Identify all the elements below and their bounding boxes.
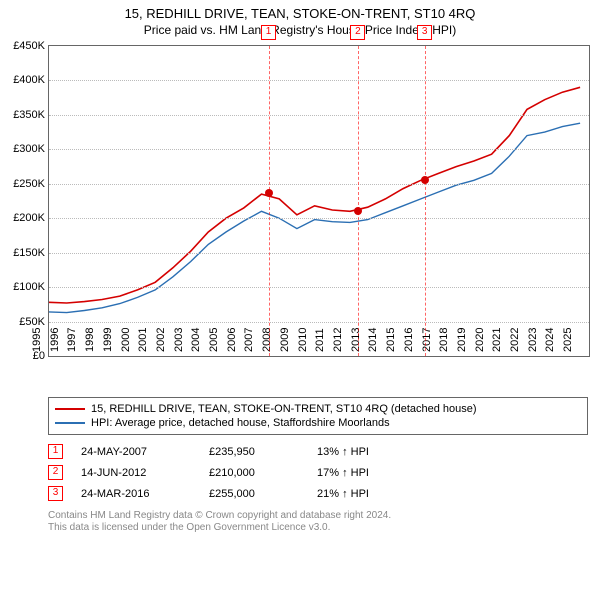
sale-event-vs-hpi: 13% ↑ HPI xyxy=(317,446,369,458)
footnote: Contains HM Land Registry data © Crown c… xyxy=(48,504,588,534)
gridline xyxy=(49,149,589,150)
x-tick-label: 2025 xyxy=(562,328,574,356)
sale-event-date: 14-JUN-2012 xyxy=(81,467,191,479)
chart-lines xyxy=(49,46,589,356)
x-tick-label: 2001 xyxy=(137,328,149,356)
y-tick-label: £150K xyxy=(13,247,49,259)
sale-event-index: 2 xyxy=(48,465,63,480)
y-tick-label: £250K xyxy=(13,178,49,190)
x-tick-label: 2019 xyxy=(456,328,468,356)
sale-event-date: 24-MAR-2016 xyxy=(81,488,191,500)
x-tick-label: 2020 xyxy=(474,328,486,356)
y-tick-label: £400K xyxy=(13,74,49,86)
x-tick-label: 2014 xyxy=(367,328,379,356)
sale-event-vs-hpi: 17% ↑ HPI xyxy=(317,467,369,479)
footnote-line: This data is licensed under the Open Gov… xyxy=(48,522,588,534)
x-tick-label: 2003 xyxy=(173,328,185,356)
x-tick-label: 2009 xyxy=(279,328,291,356)
x-tick-label: 2023 xyxy=(527,328,539,356)
footnote-line: Contains HM Land Registry data © Crown c… xyxy=(48,510,588,522)
chart-subtitle: Price paid vs. HM Land Registry's House … xyxy=(0,21,600,41)
y-tick-label: £300K xyxy=(13,143,49,155)
legend: 15, REDHILL DRIVE, TEAN, STOKE-ON-TRENT,… xyxy=(48,397,588,435)
x-tick-label: 2004 xyxy=(190,328,202,356)
gridline xyxy=(49,218,589,219)
gridline xyxy=(49,322,589,323)
x-tick-label: 2016 xyxy=(403,328,415,356)
y-tick-label: £50K xyxy=(19,316,49,328)
sale-event-row: 1 24-MAY-2007 £235,950 13% ↑ HPI xyxy=(48,441,588,462)
legend-label: HPI: Average price, detached house, Staf… xyxy=(91,417,390,429)
gridline xyxy=(49,253,589,254)
x-tick-label: 2012 xyxy=(332,328,344,356)
y-tick-label: £100K xyxy=(13,281,49,293)
gridline xyxy=(49,287,589,288)
sale-event-price: £235,950 xyxy=(209,446,299,458)
gridline xyxy=(49,80,589,81)
sale-marker-line xyxy=(269,46,270,356)
sale-event-vs-hpi: 21% ↑ HPI xyxy=(317,488,369,500)
sale-marker-dot xyxy=(421,176,429,184)
gridline xyxy=(49,115,589,116)
y-tick-label: £350K xyxy=(13,109,49,121)
sale-marker-dot xyxy=(265,189,273,197)
x-tick-label: 2005 xyxy=(208,328,220,356)
x-tick-label: 1997 xyxy=(66,328,78,356)
sale-event-price: £255,000 xyxy=(209,488,299,500)
sale-marker-line xyxy=(358,46,359,356)
x-tick-label: 2011 xyxy=(314,328,326,356)
legend-swatch xyxy=(55,408,85,410)
x-tick-label: 2015 xyxy=(385,328,397,356)
chart-title: 15, REDHILL DRIVE, TEAN, STOKE-ON-TRENT,… xyxy=(0,0,600,21)
sale-event-date: 24-MAY-2007 xyxy=(81,446,191,458)
x-tick-label: 1998 xyxy=(84,328,96,356)
x-tick-label: 2008 xyxy=(261,328,273,356)
series-line-property xyxy=(49,87,580,303)
x-tick-label: 2007 xyxy=(243,328,255,356)
sale-marker-line xyxy=(425,46,426,356)
legend-swatch xyxy=(55,422,85,424)
y-tick-label: £200K xyxy=(13,212,49,224)
sale-event-row: 3 24-MAR-2016 £255,000 21% ↑ HPI xyxy=(48,483,588,504)
sale-events: 1 24-MAY-2007 £235,950 13% ↑ HPI 2 14-JUN-201… xyxy=(48,435,588,504)
x-tick-label: 1996 xyxy=(49,328,61,356)
x-tick-label: 2017 xyxy=(421,328,433,356)
sale-event-row: 2 14-JUN-2012 £210,000 17% ↑ HPI xyxy=(48,462,588,483)
x-tick-label: 2000 xyxy=(120,328,132,356)
sale-marker-index: 1 xyxy=(261,25,276,40)
gridline xyxy=(49,184,589,185)
x-tick-label: 2010 xyxy=(297,328,309,356)
x-tick-label: 2022 xyxy=(509,328,521,356)
legend-label: 15, REDHILL DRIVE, TEAN, STOKE-ON-TRENT,… xyxy=(91,403,477,415)
x-tick-label: 2018 xyxy=(438,328,450,356)
sale-marker-index: 2 xyxy=(350,25,365,40)
sale-event-index: 3 xyxy=(48,486,63,501)
x-tick-label: 2006 xyxy=(226,328,238,356)
x-tick-label: 1995 xyxy=(31,328,43,356)
x-tick-label: 2021 xyxy=(491,328,503,356)
x-tick-label: 2024 xyxy=(544,328,556,356)
sale-event-index: 1 xyxy=(48,444,63,459)
x-tick-label: 1999 xyxy=(102,328,114,356)
y-tick-label: £450K xyxy=(13,40,49,52)
legend-item: HPI: Average price, detached house, Staf… xyxy=(55,416,581,430)
sale-marker-dot xyxy=(354,207,362,215)
sale-event-price: £210,000 xyxy=(209,467,299,479)
sale-marker-index: 3 xyxy=(417,25,432,40)
legend-item: 15, REDHILL DRIVE, TEAN, STOKE-ON-TRENT,… xyxy=(55,402,581,416)
price-chart: £0£50K£100K£150K£200K£250K£300K£350K£400… xyxy=(48,45,590,357)
x-tick-label: 2013 xyxy=(350,328,362,356)
x-tick-label: 2002 xyxy=(155,328,167,356)
